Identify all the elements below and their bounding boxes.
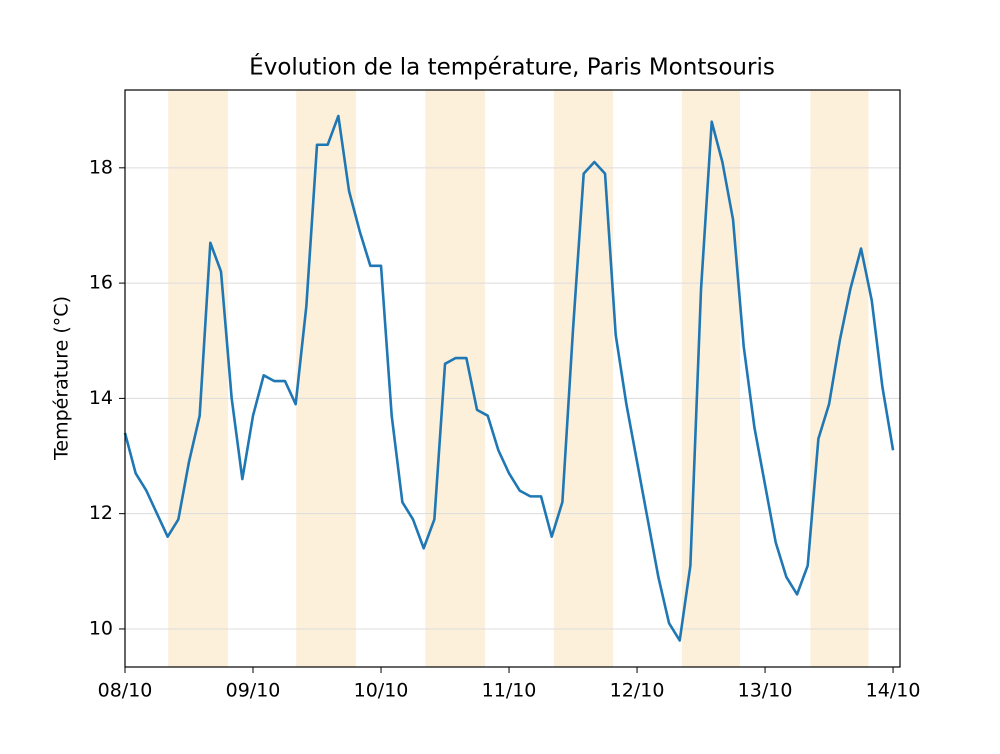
y-tick-label: 12 [89,502,113,524]
day-span [810,90,869,667]
x-tick-label: 14/10 [866,680,921,702]
day-span [168,90,228,667]
x-tick-label: 12/10 [610,680,665,702]
y-tick-label: 16 [89,272,113,294]
x-tick-label: 09/10 [226,680,281,702]
day-span [425,90,486,667]
plot-frame [124,89,901,668]
y-tick-label: 10 [89,617,113,639]
temperature-line [123,114,895,642]
x-tick-label: 11/10 [482,680,537,702]
y-axis-label: Température (°C) [51,296,73,461]
chart-title: Évolution de la température, Paris Monts… [249,53,775,81]
day-span [681,90,740,667]
x-tick-label: 13/10 [738,680,793,702]
x-tick-label: 10/10 [354,680,409,702]
y-tick-label: 14 [89,387,113,409]
y-tick-label: 18 [89,156,113,178]
day-span [296,90,356,667]
x-tick-label: 08/10 [98,680,153,702]
